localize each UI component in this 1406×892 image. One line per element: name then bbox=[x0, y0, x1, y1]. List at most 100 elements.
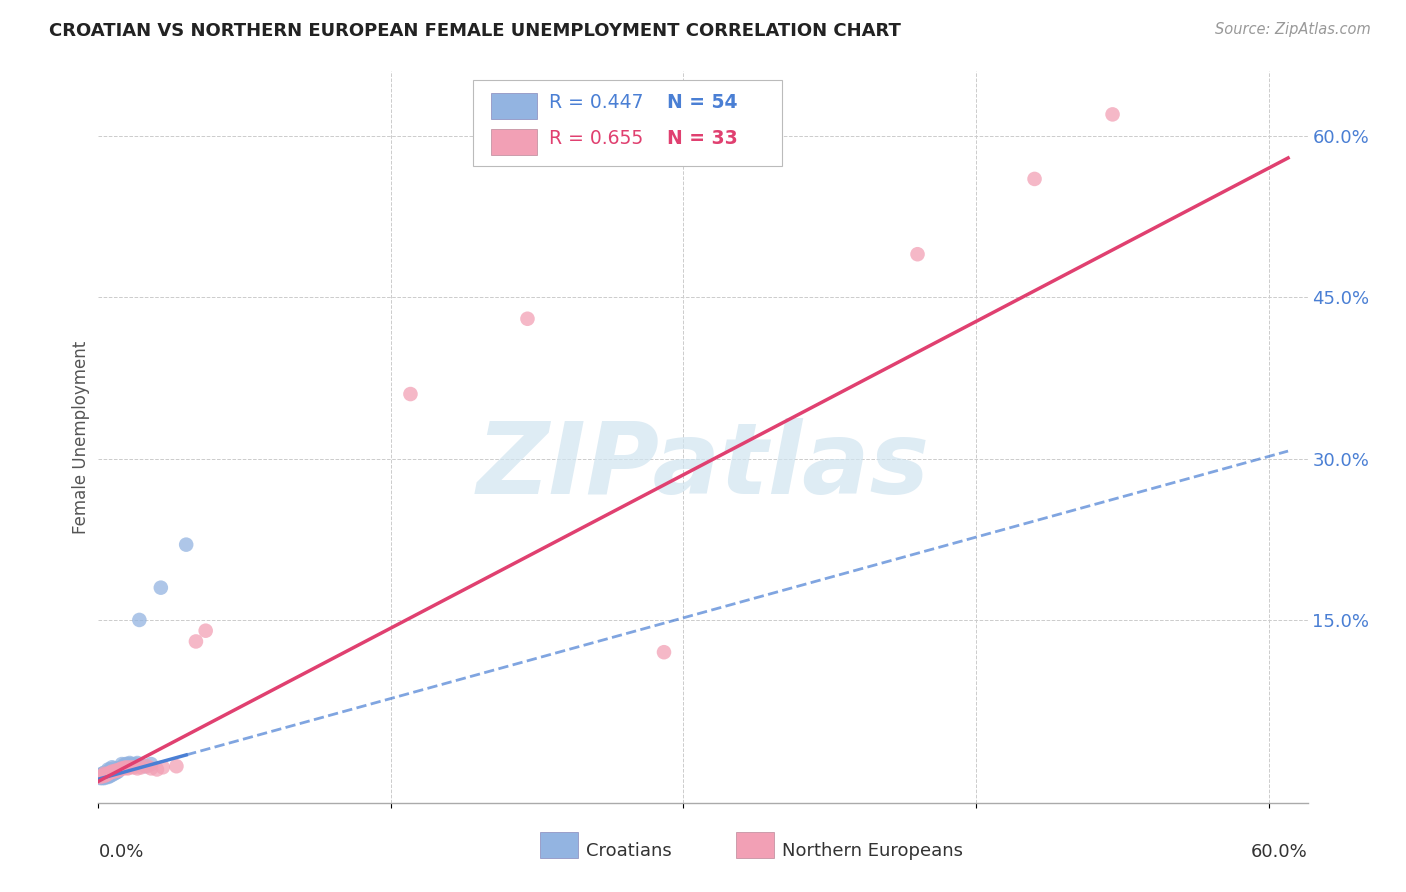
Text: Northern Europeans: Northern Europeans bbox=[782, 841, 963, 860]
Point bbox=[98, 764, 121, 779]
Point bbox=[89, 771, 111, 785]
Point bbox=[117, 757, 139, 772]
FancyBboxPatch shape bbox=[540, 832, 578, 858]
Point bbox=[93, 771, 115, 785]
Point bbox=[127, 761, 149, 775]
Point bbox=[93, 768, 115, 782]
Point bbox=[139, 757, 162, 772]
Point bbox=[97, 766, 120, 780]
Point bbox=[136, 759, 159, 773]
Point bbox=[93, 766, 115, 780]
Point bbox=[101, 760, 124, 774]
Point bbox=[98, 763, 121, 777]
FancyBboxPatch shape bbox=[735, 832, 775, 858]
Point bbox=[91, 769, 114, 783]
Point bbox=[131, 760, 153, 774]
Point bbox=[399, 387, 422, 401]
Point bbox=[149, 581, 172, 595]
Point bbox=[89, 768, 111, 782]
Point bbox=[1024, 172, 1046, 186]
Point bbox=[103, 764, 125, 779]
Point bbox=[111, 761, 134, 775]
Point bbox=[104, 764, 127, 778]
Point bbox=[89, 769, 111, 783]
Text: Croatians: Croatians bbox=[586, 841, 672, 860]
Y-axis label: Female Unemployment: Female Unemployment bbox=[72, 341, 90, 533]
Point bbox=[121, 757, 143, 772]
Text: R = 0.655: R = 0.655 bbox=[550, 129, 644, 148]
FancyBboxPatch shape bbox=[492, 129, 537, 155]
Point bbox=[118, 756, 141, 770]
Point bbox=[152, 760, 174, 774]
Point bbox=[97, 764, 120, 779]
Point bbox=[98, 766, 121, 780]
Point bbox=[97, 769, 120, 783]
Text: ZIPatlas: ZIPatlas bbox=[477, 417, 929, 515]
Point bbox=[516, 311, 538, 326]
Point bbox=[98, 765, 121, 780]
Point bbox=[184, 634, 207, 648]
Point bbox=[128, 613, 150, 627]
Point bbox=[103, 761, 125, 775]
Point bbox=[107, 761, 129, 775]
Point bbox=[103, 766, 125, 780]
FancyBboxPatch shape bbox=[474, 80, 782, 167]
Point bbox=[93, 769, 115, 783]
Point bbox=[101, 764, 124, 778]
Point bbox=[165, 759, 187, 773]
Point bbox=[194, 624, 217, 638]
Point bbox=[107, 764, 129, 778]
Point bbox=[122, 760, 145, 774]
Point bbox=[97, 766, 120, 780]
Point bbox=[89, 770, 111, 784]
Point bbox=[91, 768, 114, 782]
Point bbox=[114, 757, 136, 772]
Point bbox=[96, 768, 118, 782]
Point bbox=[139, 761, 162, 775]
Text: 60.0%: 60.0% bbox=[1251, 843, 1308, 861]
Point bbox=[108, 763, 131, 777]
Point bbox=[93, 770, 115, 784]
Point bbox=[104, 764, 127, 778]
Point bbox=[124, 757, 146, 772]
Point bbox=[127, 756, 149, 770]
Point bbox=[91, 770, 114, 784]
Point bbox=[101, 768, 124, 782]
Point bbox=[103, 764, 125, 779]
Point bbox=[907, 247, 929, 261]
Point bbox=[101, 765, 124, 780]
Text: Source: ZipAtlas.com: Source: ZipAtlas.com bbox=[1215, 22, 1371, 37]
Text: R = 0.447: R = 0.447 bbox=[550, 93, 644, 112]
FancyBboxPatch shape bbox=[492, 93, 537, 119]
Point bbox=[104, 765, 127, 780]
Point bbox=[118, 760, 141, 774]
Text: N = 54: N = 54 bbox=[666, 93, 737, 112]
Text: N = 33: N = 33 bbox=[666, 129, 738, 148]
Point bbox=[93, 766, 115, 780]
Point bbox=[114, 760, 136, 774]
Point bbox=[174, 538, 197, 552]
Point bbox=[89, 770, 111, 784]
Point bbox=[91, 769, 114, 783]
Point bbox=[96, 766, 118, 780]
Text: 0.0%: 0.0% bbox=[98, 843, 143, 861]
Point bbox=[108, 761, 131, 775]
Point bbox=[96, 769, 118, 783]
Point bbox=[93, 765, 115, 780]
Point bbox=[111, 760, 134, 774]
Point bbox=[146, 763, 169, 777]
Point bbox=[91, 766, 114, 780]
Point bbox=[101, 764, 124, 779]
Point bbox=[97, 770, 120, 784]
Point bbox=[98, 769, 121, 783]
Point bbox=[134, 759, 156, 773]
Point bbox=[107, 764, 129, 779]
Point bbox=[93, 769, 115, 783]
Point bbox=[112, 758, 135, 772]
Point bbox=[117, 761, 139, 775]
Point bbox=[96, 770, 118, 784]
Point bbox=[111, 757, 134, 772]
Text: CROATIAN VS NORTHERN EUROPEAN FEMALE UNEMPLOYMENT CORRELATION CHART: CROATIAN VS NORTHERN EUROPEAN FEMALE UNE… bbox=[49, 22, 901, 40]
Point bbox=[652, 645, 675, 659]
Point bbox=[96, 768, 118, 782]
